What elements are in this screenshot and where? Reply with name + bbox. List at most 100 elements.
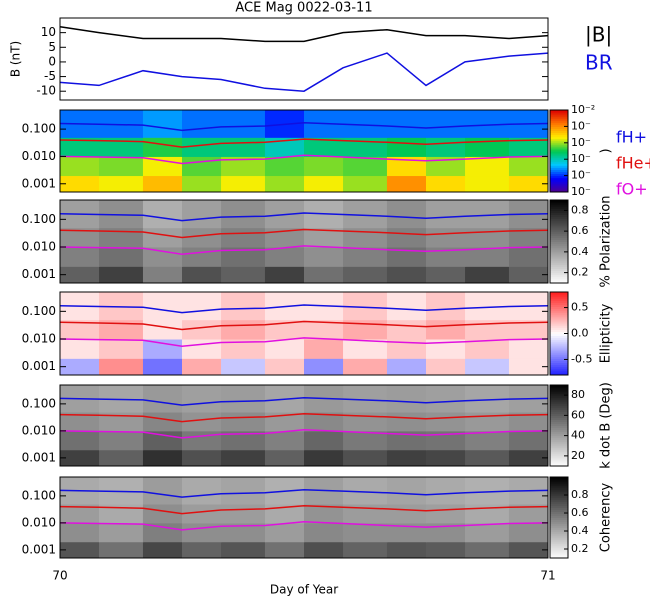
colorbar-step	[550, 453, 568, 457]
heatmap-cell	[182, 358, 222, 376]
colorbar-step	[550, 292, 568, 295]
heatmap-cell	[99, 137, 144, 157]
heatmap-cell	[142, 522, 183, 543]
heatmap-cell	[304, 541, 344, 559]
panel-frame	[59, 476, 549, 559]
y-tick-label: 0.010	[22, 515, 56, 529]
heatmap-cell	[304, 175, 344, 193]
colorbar-step	[550, 399, 568, 402]
colorbar-step	[550, 443, 568, 447]
heatmap-cell	[386, 266, 427, 284]
colorbar-tick-label: 0.2	[571, 266, 589, 279]
heatmap-cell	[386, 227, 427, 248]
colorbar-step	[550, 350, 568, 353]
colorbar-tick-label: 0.8	[571, 488, 589, 501]
colorbar-tick-label: 60	[571, 408, 585, 421]
colorbar-step	[550, 341, 568, 345]
heatmap-cell	[221, 137, 266, 157]
heatmap-cell	[304, 430, 344, 451]
colorbar-step	[550, 499, 568, 502]
heatmap-cell	[221, 200, 266, 229]
colorbar-step	[550, 112, 568, 115]
heatmap-cell	[142, 227, 183, 248]
heatmap-cell	[304, 266, 344, 284]
colorbar-step	[550, 272, 568, 276]
heatmap-cell	[264, 156, 305, 177]
series-line	[59, 154, 549, 165]
colorbar-step	[550, 167, 568, 170]
colorbar-step	[550, 175, 568, 179]
colorbar-step	[550, 216, 568, 220]
y-axis-label: B (nT)	[9, 41, 23, 77]
heatmap-cell	[465, 449, 510, 467]
colorbar-step	[550, 302, 568, 305]
x-axis-label: Day of Year	[270, 583, 338, 597]
heatmap-cell	[465, 339, 510, 359]
colorbar-step	[550, 537, 568, 541]
heatmap-cell	[304, 504, 344, 524]
heatmap-cell	[99, 412, 144, 432]
heatmap-cell	[221, 319, 266, 340]
heatmap-cell	[304, 137, 344, 157]
colorbar-step	[550, 218, 568, 222]
heatmap-cell	[182, 266, 222, 284]
colorbar-step	[550, 337, 568, 341]
heatmap-cell	[60, 227, 100, 248]
heatmap-cell	[508, 449, 549, 467]
heatmap-cell	[426, 292, 466, 321]
colorbar-step	[550, 433, 568, 437]
series-line	[59, 320, 549, 331]
colorbar-step	[550, 179, 568, 183]
colorbar-frame	[549, 199, 569, 284]
colorbar-step	[550, 553, 568, 557]
heatmap-cell	[304, 227, 344, 248]
heatmap-cell	[60, 430, 100, 451]
heatmap-cell	[142, 477, 183, 505]
heatmap-cell	[221, 477, 266, 505]
colorbar-step	[550, 415, 568, 418]
colorbar-step	[550, 276, 568, 280]
colorbar-step	[550, 549, 568, 553]
heatmap-cell	[99, 358, 144, 376]
heatmap-cell	[221, 266, 266, 284]
colorbar-step	[550, 481, 568, 484]
heatmap-cell	[60, 522, 100, 543]
series-line	[59, 413, 549, 423]
colorbar-step	[550, 463, 568, 467]
colorbar-step	[550, 401, 568, 404]
colorbar-step	[550, 140, 568, 144]
heatmap-cell	[99, 339, 144, 359]
heatmap-cell	[508, 137, 549, 157]
heatmap-cell	[304, 358, 344, 376]
heatmap-cell	[182, 110, 222, 138]
colorbar-step	[550, 126, 568, 129]
heatmap-cell	[221, 430, 266, 451]
heatmap-cell	[426, 175, 466, 193]
heatmap-cell	[304, 339, 344, 359]
colorbar-step	[550, 312, 568, 316]
colorbar-step	[550, 425, 568, 429]
heatmap-cell	[182, 175, 222, 193]
heatmap-cell	[142, 449, 183, 467]
heatmap-cell	[182, 292, 222, 321]
colorbar-step	[550, 253, 568, 257]
heatmap-cell	[182, 430, 222, 451]
heatmap-cell	[426, 449, 466, 467]
colorbar-step	[550, 278, 568, 282]
colorbar-step	[550, 122, 568, 125]
colorbar-tick-label: 80	[571, 388, 585, 401]
heatmap-cell	[386, 477, 427, 505]
colorbar-step	[550, 204, 568, 207]
colorbar-step	[550, 161, 568, 164]
colorbar-step	[550, 497, 568, 500]
colorbar-step	[550, 523, 568, 527]
colorbar-step	[550, 491, 568, 494]
colorbar-step	[550, 389, 568, 392]
heatmap-cell	[386, 200, 427, 229]
y-tick-label: 0.100	[22, 304, 56, 318]
colorbar-step	[550, 555, 568, 559]
colorbar-step	[550, 306, 568, 310]
colorbar-step	[550, 224, 568, 228]
colorbar-step	[550, 533, 568, 537]
